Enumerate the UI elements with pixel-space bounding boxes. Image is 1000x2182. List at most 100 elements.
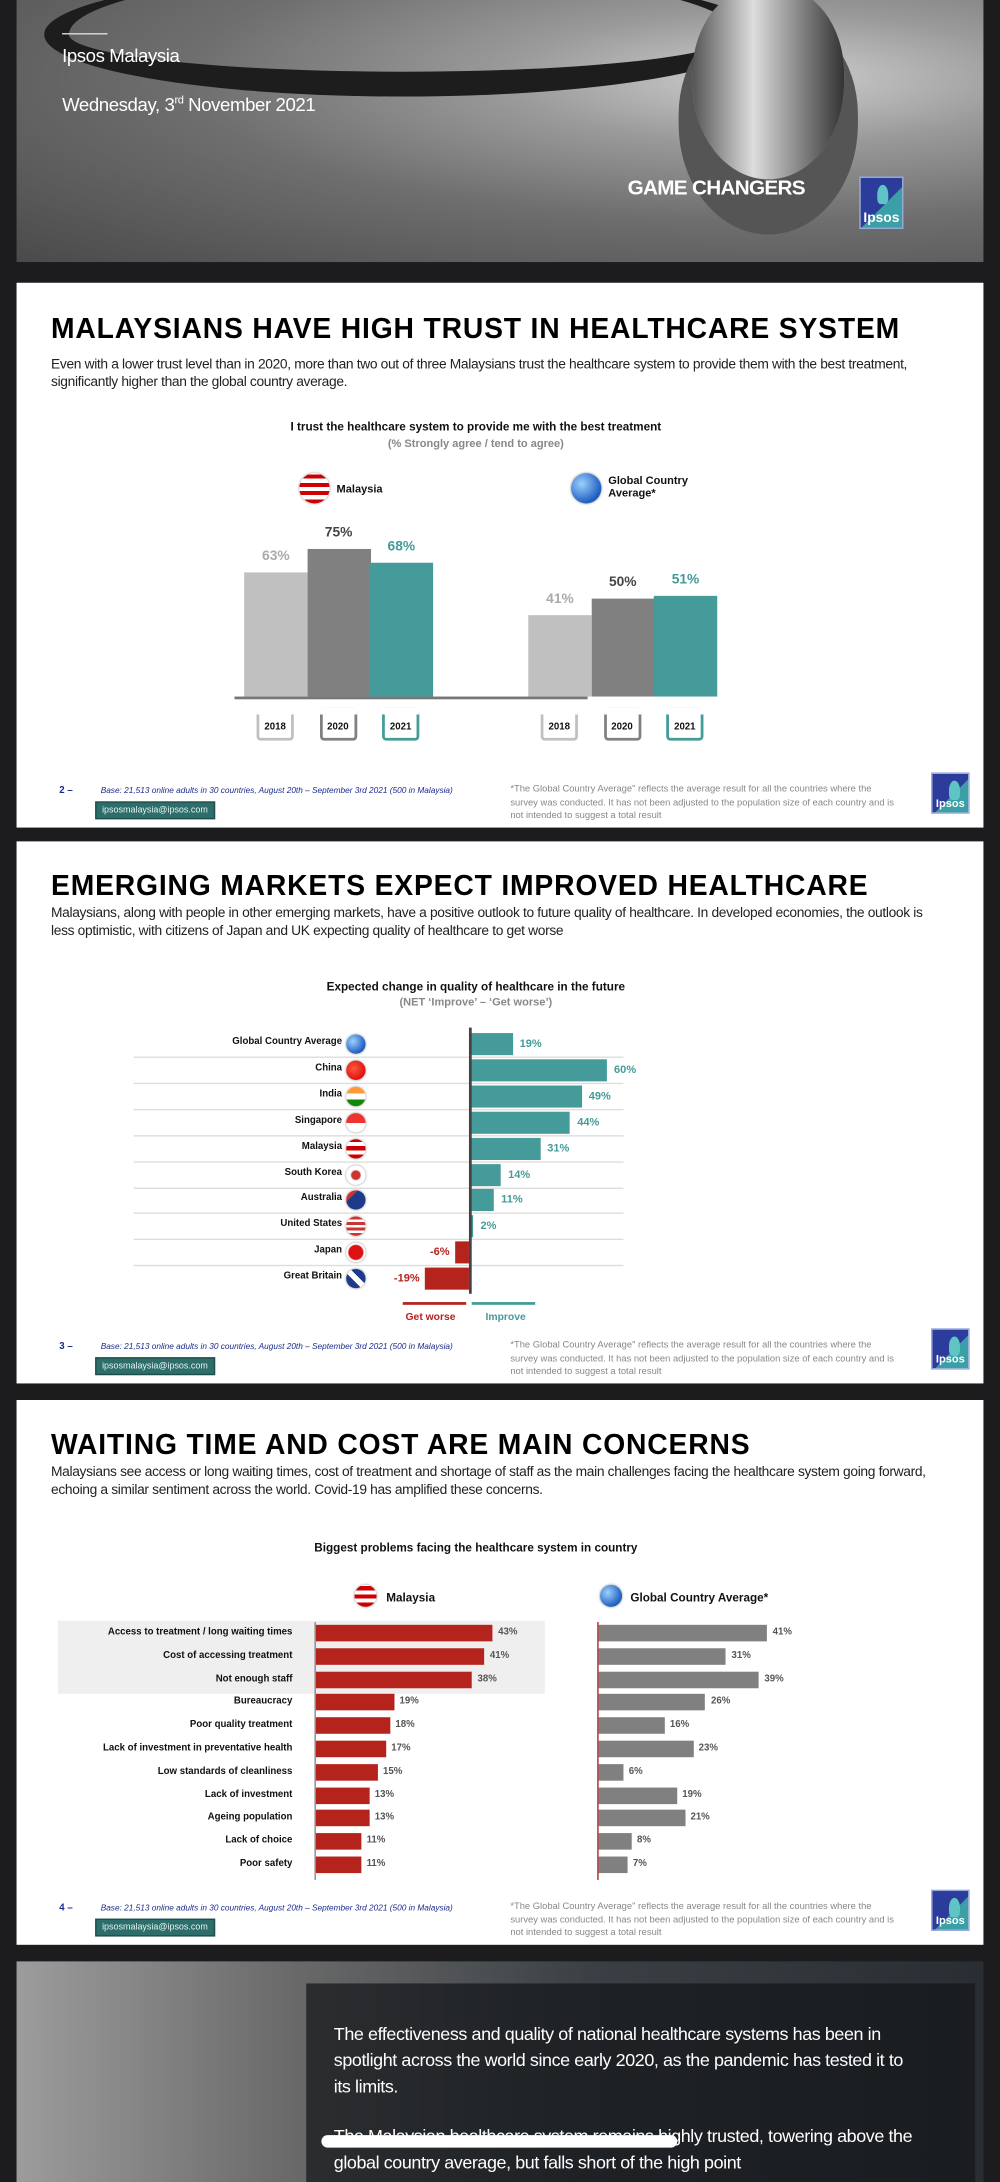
bar [598,1717,665,1735]
category-label: Lack of choice [225,1836,293,1846]
data-label: 41% [772,1627,792,1638]
scroll-indicator[interactable] [321,2135,678,2148]
data-label: 13% [374,1789,395,1800]
row-divider [133,1239,624,1241]
data-label: 68% [387,538,416,555]
page-number: 2 – [59,786,73,796]
bar [598,1694,706,1711]
bar [315,1740,386,1758]
closing-paragraph-1: The effectiveness and quality of nationa… [333,2023,904,2097]
bar [598,1833,632,1850]
data-label: 44% [577,1115,600,1128]
flag-icon [346,1269,366,1289]
globe-icon [599,1584,623,1607]
category-label: Bureaucracy [233,1697,293,1707]
category-label: Not enough staff [215,1673,293,1684]
global-average-footnote: *The Global Country Average" reflects th… [510,784,894,821]
row-divider [133,1265,624,1267]
category-label: Lack of investment in preventative healt… [102,1743,293,1754]
series-label: Malaysia [386,1590,436,1605]
data-label: 11% [366,1859,386,1869]
row-divider [133,1082,624,1084]
flag-icon [346,1243,366,1263]
category-label: Access to treatment / long waiting times [107,1627,293,1638]
org-name: Ipsos Malaysia [62,45,180,67]
flag-icon [346,1164,366,1185]
axis-line [314,1622,316,1880]
base-note: Base: 21,513 online adults in 30 countri… [100,787,453,796]
bar [468,1189,495,1212]
legend-improve: Improve [485,1310,526,1323]
axis-line [597,1622,599,1880]
data-label: 15% [383,1766,403,1777]
email-link[interactable]: ipsosmalaysia@ipsos.com [95,1357,215,1376]
bar [598,1763,624,1781]
date-suffix: rd [174,93,184,107]
email-link[interactable]: ipsosmalaysia@ipsos.com [95,801,215,820]
calendar-icon: 2020 [319,707,357,741]
data-label: 19% [399,1697,419,1707]
slide-description: Malaysians, along with people in other e… [51,906,923,940]
category-label: Great Britain [283,1271,343,1282]
bar [315,1671,473,1688]
global-average-footnote: *The Global Country Average" reflects th… [510,1340,894,1377]
chart-subtitle: (NET ‘Improve’ – ‘Get worse’) [399,995,553,1009]
category-label: Poor quality treatment [189,1720,293,1730]
calendar-icon: 2018 [256,707,294,741]
slide-description: Malaysians see access or long waiting ti… [51,1464,926,1498]
bar [598,1647,727,1665]
data-label: 23% [698,1743,718,1754]
category-label: Ageing population [207,1812,293,1823]
data-label: 43% [498,1627,518,1638]
category-label: India [319,1089,343,1100]
data-label: 16% [669,1720,690,1730]
ipsos-logo: Ipsos [931,1889,970,1932]
bar [598,1810,685,1827]
category-label: China [315,1063,343,1073]
bar [306,548,371,697]
row-divider [133,1160,624,1163]
group-label: Global Country Average* [608,474,688,500]
calendar-icon: 2020 [603,707,641,741]
bar [468,1137,541,1160]
bar [315,1763,378,1781]
group-label: Malaysia [336,482,383,496]
category-label: Malaysia [301,1141,343,1152]
bar [591,597,655,697]
flag-icon [346,1034,366,1054]
flag-icon [346,1060,366,1080]
bar [455,1241,469,1264]
bar [468,1215,474,1238]
bar [315,1787,370,1804]
bar [369,562,434,697]
ipsos-logo: Ipsos [931,1328,970,1370]
email-link[interactable]: ipsosmalaysia@ipsos.com [95,1918,215,1937]
data-label: 18% [395,1720,415,1730]
date-day: Wednesday, 3 [62,94,175,116]
stethoscope-chestpiece-image [692,0,845,180]
data-label: 8% [636,1836,651,1846]
malaysia-flag-icon [354,1584,377,1607]
data-label: 17% [391,1743,411,1754]
category-label: Australia [300,1193,343,1204]
calendar-icon: 2021 [382,707,420,741]
data-label: -6% [429,1245,450,1259]
slide-2: MALAYSIANS HAVE HIGH TRUST IN HEALTHCARE… [16,282,984,828]
slide-title: EMERGING MARKETS EXPECT IMPROVED HEALTHC… [51,870,869,903]
calendar-icon: 2021 [666,707,704,741]
data-label: 31% [547,1141,570,1154]
data-label: 11% [366,1836,386,1846]
bar [315,1810,370,1827]
category-label: Low standards of cleanliness [157,1766,293,1777]
slide-title: MALAYSIANS HAVE HIGH TRUST IN HEALTHCARE… [51,313,901,345]
bar [653,595,718,697]
data-label: 41% [546,592,574,608]
category-label: Lack of investment [204,1789,293,1800]
data-label: 51% [671,572,700,588]
row-divider [133,1212,624,1215]
category-label: Poor safety [239,1859,293,1869]
data-label: 13% [374,1812,395,1823]
chart-title: I trust the healthcare system to provide… [290,419,662,434]
data-label: 11% [501,1193,523,1207]
flag-icon [346,1190,366,1211]
